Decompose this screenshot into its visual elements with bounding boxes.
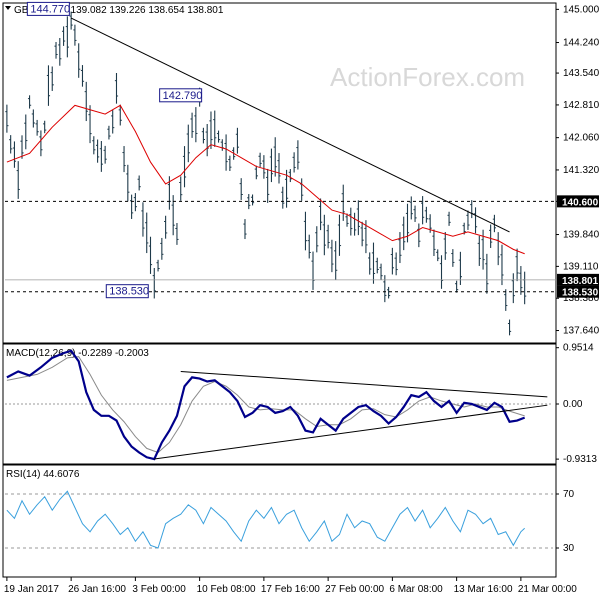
price-panel-title: GBPJPY,H4 139.082 139.226 138.654 138.80… — [14, 5, 224, 16]
annotation-label: 142.790 — [163, 90, 203, 102]
resistance-trendline — [70, 17, 510, 233]
y-tick-label: 144.240 — [563, 38, 600, 49]
y-tick-label: 143.540 — [563, 68, 600, 79]
y-tick-label: 139.840 — [563, 230, 600, 241]
x-tick-label: 10 Feb 08:00 — [197, 584, 256, 595]
rsi-panel — [2, 464, 557, 578]
y-tick-label: 70 — [563, 489, 575, 500]
y-tick-label: -0.9313 — [563, 454, 597, 465]
level-138530-box — [557, 285, 599, 298]
y-tick-label: 142.810 — [563, 100, 600, 111]
x-tick-label: 19 Jan 2017 — [4, 584, 59, 595]
annotation-label: 144.770 — [30, 3, 70, 15]
x-tick-label: 3 Feb 00:00 — [132, 584, 186, 595]
level-140600-box — [557, 195, 599, 208]
y-tick-label: 141.320 — [563, 165, 600, 176]
y-tick-label: 30 — [563, 543, 575, 554]
annotation-box — [159, 88, 203, 103]
current-price-label: 138.801 — [562, 276, 599, 287]
y-tick-label: 139.110 — [563, 261, 599, 272]
y-tick-label: 142.060 — [563, 133, 600, 144]
y-tick-label: 145.000 — [563, 4, 600, 15]
rsi-panel-title: RSI(14) 44.6076 — [6, 469, 80, 480]
annotation-box — [105, 284, 149, 299]
x-tick-label: 13 Mar 16:00 — [454, 584, 513, 595]
macd-panel-title: MACD(12,26,9) -0.2289 -0.2003 — [6, 348, 149, 359]
rsi-line — [6, 490, 525, 549]
annotation-box — [26, 1, 70, 16]
macd-layer: 0.9514 0.00 -0.9313 — [5, 343, 597, 465]
macd-trendline-1 — [154, 404, 548, 460]
y-tick-label: 138.380 — [563, 293, 600, 304]
rsi-layer: 70 30 — [5, 489, 575, 554]
current-price-box — [557, 273, 599, 286]
watermark: ActionForex.com — [330, 62, 525, 92]
moving-average-line — [6, 104, 525, 255]
dropdown-arrow-icon[interactable] — [5, 6, 11, 10]
level-140600-label: 140.600 — [562, 197, 599, 208]
x-tick-label: 17 Feb 16:00 — [261, 584, 320, 595]
x-tick-label: 26 Jan 16:00 — [68, 584, 126, 595]
x-axis: 19 Jan 2017 26 Jan 16:00 3 Feb 00:00 10 Feb… — [4, 577, 577, 595]
y-tick-label: 0.9514 — [563, 343, 594, 354]
level-138530-label: 138.530 — [562, 288, 599, 299]
y-tick-label: 137.640 — [563, 326, 600, 337]
price-layer: 145.000 144.240 143.540 142.810 142.060 141.3… — [5, 1, 600, 337]
macd-series-macd — [6, 349, 526, 461]
x-tick-label: 21 Mar 00:00 — [518, 584, 577, 595]
macd-trendline-0 — [180, 370, 548, 398]
x-tick-label: 6 Mar 08:00 — [389, 584, 443, 595]
y-tick-label: 0.00 — [563, 399, 583, 410]
annotation-label: 138.530 — [109, 286, 149, 298]
x-tick-label: 27 Feb 00:00 — [325, 584, 384, 595]
